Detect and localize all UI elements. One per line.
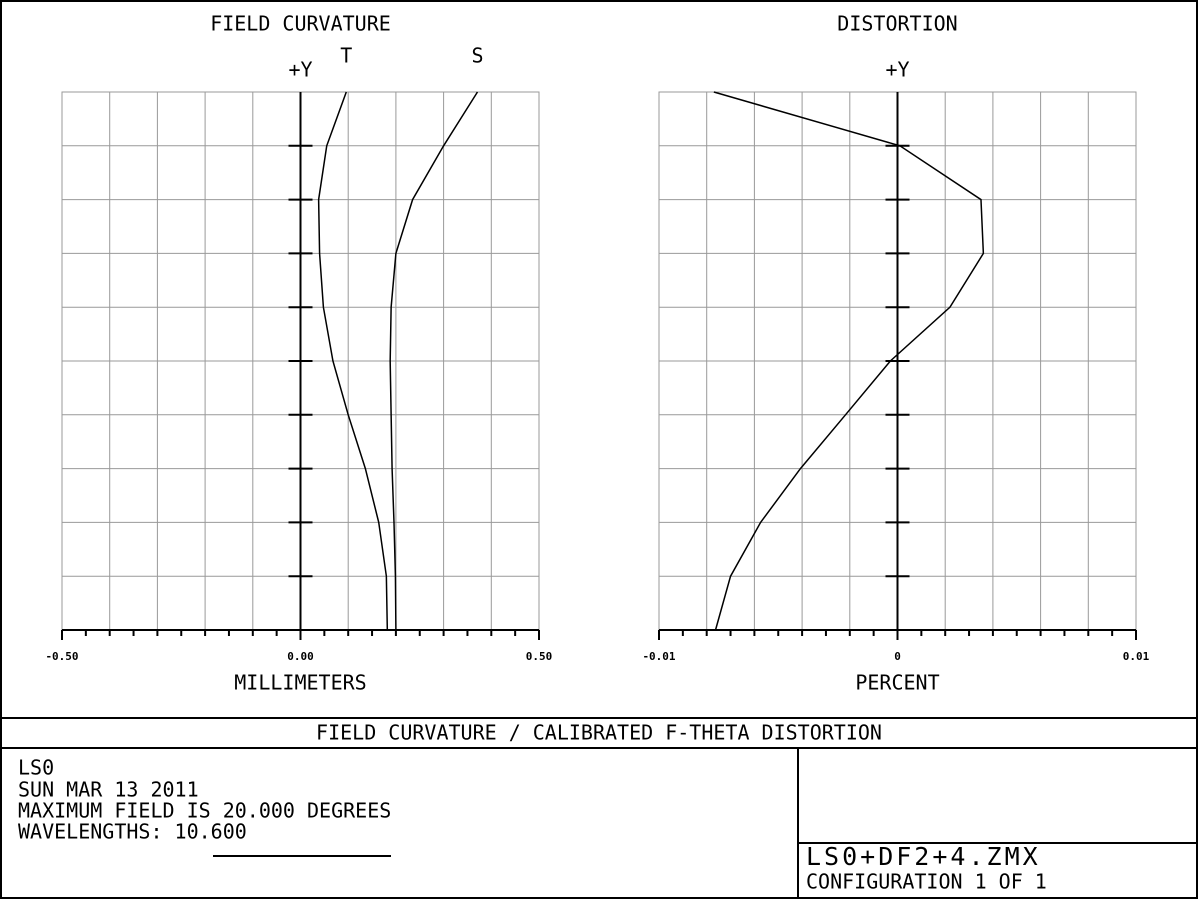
info-line: SUN MAR 13 2011 [18,778,199,802]
block-title: FIELD CURVATURE / CALIBRATED F-THETA DIS… [316,721,882,745]
series-label: S [471,44,483,68]
x-axis-label: PERCENT [855,671,939,695]
x-axis-label: MILLIMETERS [234,671,366,695]
y-axis-label: +Y [885,58,909,82]
series-line [389,91,479,631]
chart-title: DISTORTION [837,12,957,36]
x-tick-label: 0.01 [1123,650,1150,663]
chart-title: FIELD CURVATURE [210,12,391,36]
file-name: LS0+DF2+4.ZMX [806,842,1041,871]
x-tick-label: 0.00 [287,650,314,663]
series-line [317,91,389,631]
series-label: T [340,44,352,68]
configuration: CONFIGURATION 1 OF 1 [806,870,1047,894]
x-tick-label: 0 [894,650,901,663]
info-line: WAVELENGTHS: 10.600 [18,820,247,844]
info-line: LS0 [18,756,54,780]
x-tick-label: -0.01 [642,650,675,663]
y-axis-label: +Y [288,58,312,82]
series-line [713,91,985,631]
x-tick-label: -0.50 [45,650,78,663]
x-tick-label: 0.50 [526,650,553,663]
info-line: MAXIMUM FIELD IS 20.000 DEGREES [18,799,391,823]
